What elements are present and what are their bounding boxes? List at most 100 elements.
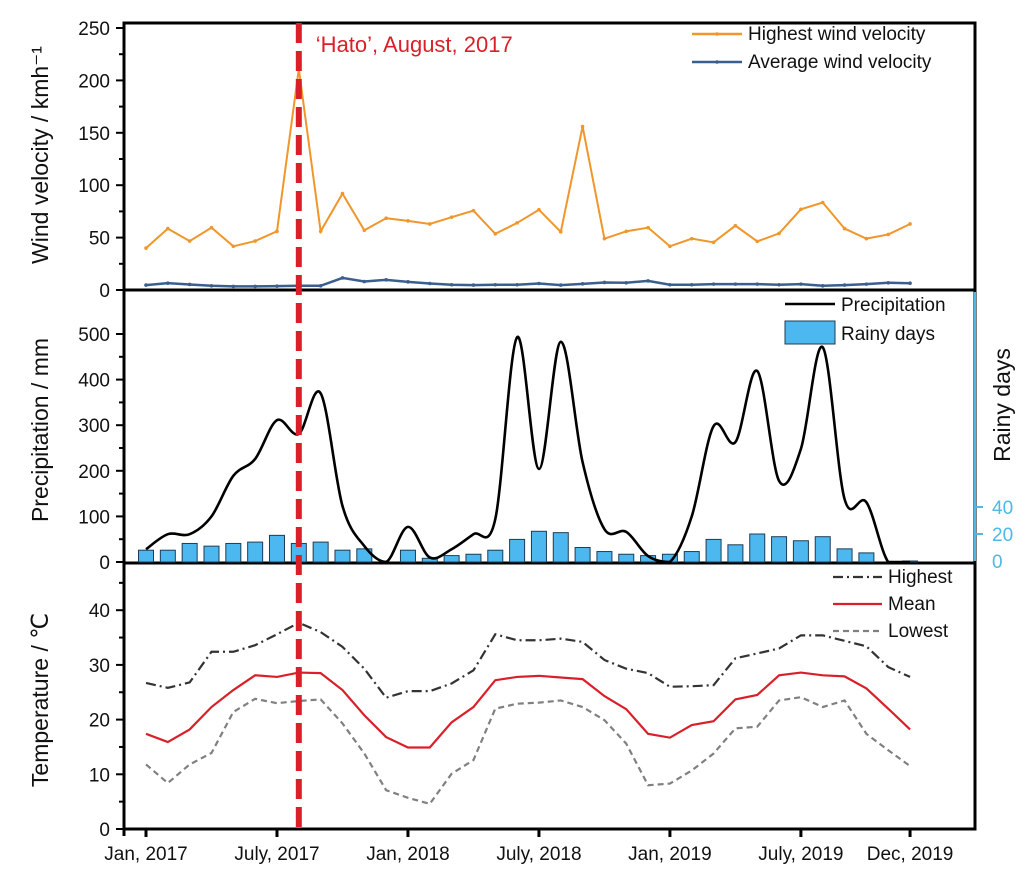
x-axis-tick-label: July, 2019	[758, 844, 843, 865]
temperature-lowest-line	[145, 696, 911, 806]
highest-wind-point	[166, 226, 170, 231]
average-wind-line	[145, 276, 911, 288]
average-wind-point	[362, 279, 367, 284]
highest-wind-point	[493, 232, 498, 236]
average-wind-point	[537, 281, 541, 286]
wind-axis-tick-label: 100	[78, 176, 110, 197]
temp-axis-title: Temperature / ℃	[27, 613, 53, 787]
average-wind-point	[842, 283, 847, 287]
average-wind-point	[144, 283, 148, 287]
highest-wind-point	[558, 230, 563, 234]
rainy-days-bar	[138, 549, 154, 563]
x-axis-tick-label: Jan, 2019	[628, 844, 711, 865]
highest-wind-point	[231, 244, 236, 249]
x-axis-tick-label: Jan, 2018	[366, 844, 449, 865]
rainy-days-bar	[749, 533, 766, 563]
average-wind-point	[384, 278, 388, 282]
panel-frame-3	[122, 561, 977, 831]
average-wind-point	[406, 280, 410, 284]
highest-wind-point	[384, 216, 388, 221]
highest-wind-point	[406, 219, 410, 223]
average-wind-point	[689, 282, 694, 287]
typhoon-hato-annotation: ‘Hato’, August, 2017	[316, 32, 513, 57]
legend-label: Precipitation	[841, 295, 946, 316]
wind-axis-tick-label: 50	[89, 229, 110, 250]
average-wind-point	[340, 276, 345, 280]
rainy-days-bar	[771, 536, 788, 563]
highest-wind-point	[537, 207, 541, 212]
highest-wind-line	[145, 68, 911, 249]
x-axis-tick-label: Jan, 2017	[104, 844, 187, 865]
legend-label: Highest wind velocity	[748, 24, 926, 45]
rainy-days-bar	[814, 536, 831, 563]
wind-axis-tick-label: 0	[99, 281, 110, 302]
rainy-days-bar	[203, 545, 220, 563]
highest-wind-point	[755, 239, 760, 244]
rainy-days-bar	[530, 530, 547, 563]
average-wind-point	[449, 282, 454, 287]
rainy-days-bar	[487, 549, 504, 563]
average-wind-point	[777, 282, 781, 287]
precip-axis-title: Precipitation / mm	[27, 338, 53, 522]
precip-axis-tick-label: 100	[78, 507, 110, 528]
average-wind-point	[624, 280, 629, 285]
legend-rainy-days-swatch	[784, 320, 836, 345]
rainy-days-axis-title: Rainy days	[989, 348, 1015, 462]
wind-axis-tick-label: 200	[78, 71, 110, 92]
highest-wind-point	[820, 200, 825, 205]
highest-wind-point	[318, 229, 323, 234]
highest-wind-point	[275, 229, 279, 234]
average-wind-point	[471, 283, 476, 287]
wind-axis-tick-label: 250	[78, 19, 110, 40]
rainy-days-bar	[443, 555, 460, 563]
rainy-axis-tick-label: 20	[992, 525, 1013, 546]
precip-axis-tick-label: 400	[78, 371, 110, 392]
legend-marker-1	[715, 60, 719, 64]
rainy-days-bar	[334, 549, 351, 563]
temp-axis-tick-label: 30	[89, 656, 110, 677]
highest-wind-point	[668, 244, 672, 249]
rainy-days-bar	[574, 547, 591, 563]
highest-wind-point	[580, 124, 585, 129]
temp-axis-tick-label: 0	[99, 820, 110, 841]
highest-wind-point	[515, 221, 519, 225]
average-wind-point	[733, 282, 738, 286]
highest-wind-point	[711, 240, 716, 245]
highest-wind-point	[624, 229, 629, 234]
precip-axis-tick-label: 200	[78, 462, 110, 483]
legend-label: Mean	[888, 594, 936, 615]
precipitation-line	[145, 335, 911, 564]
rainy-days-bar	[312, 541, 329, 563]
highest-wind-point	[187, 239, 192, 243]
average-wind-point	[646, 279, 650, 283]
precip-axis-tick-label: 300	[78, 416, 110, 437]
x-axis-tick-label: July, 2018	[496, 844, 581, 865]
average-wind-point	[602, 280, 607, 285]
average-wind-point	[166, 281, 170, 285]
rainy-days-bar	[399, 549, 416, 563]
average-wind-point	[209, 284, 214, 288]
average-wind-point	[886, 280, 891, 285]
average-wind-point	[318, 284, 323, 288]
highest-wind-point	[864, 236, 869, 241]
average-wind-point	[755, 282, 760, 286]
average-wind-point	[231, 284, 236, 289]
highest-wind-point	[209, 225, 214, 230]
highest-wind-point	[427, 222, 432, 226]
average-wind-point	[493, 282, 498, 287]
average-wind-point	[580, 282, 585, 286]
highest-wind-point	[733, 223, 738, 228]
average-wind-point	[558, 283, 563, 287]
precip-axis-tick-label: 0	[99, 553, 110, 574]
highest-wind-point	[449, 215, 454, 219]
average-wind-point	[711, 282, 716, 286]
rainy-days-bar	[618, 553, 635, 563]
highest-wind-point	[777, 231, 781, 236]
average-wind-point	[799, 282, 803, 286]
highest-wind-point	[362, 228, 367, 233]
temperature-highest-line	[145, 621, 911, 699]
highest-wind-point	[799, 207, 803, 212]
temperature-mean-line	[145, 671, 911, 749]
wind-axis-tick-label: 150	[78, 124, 110, 145]
